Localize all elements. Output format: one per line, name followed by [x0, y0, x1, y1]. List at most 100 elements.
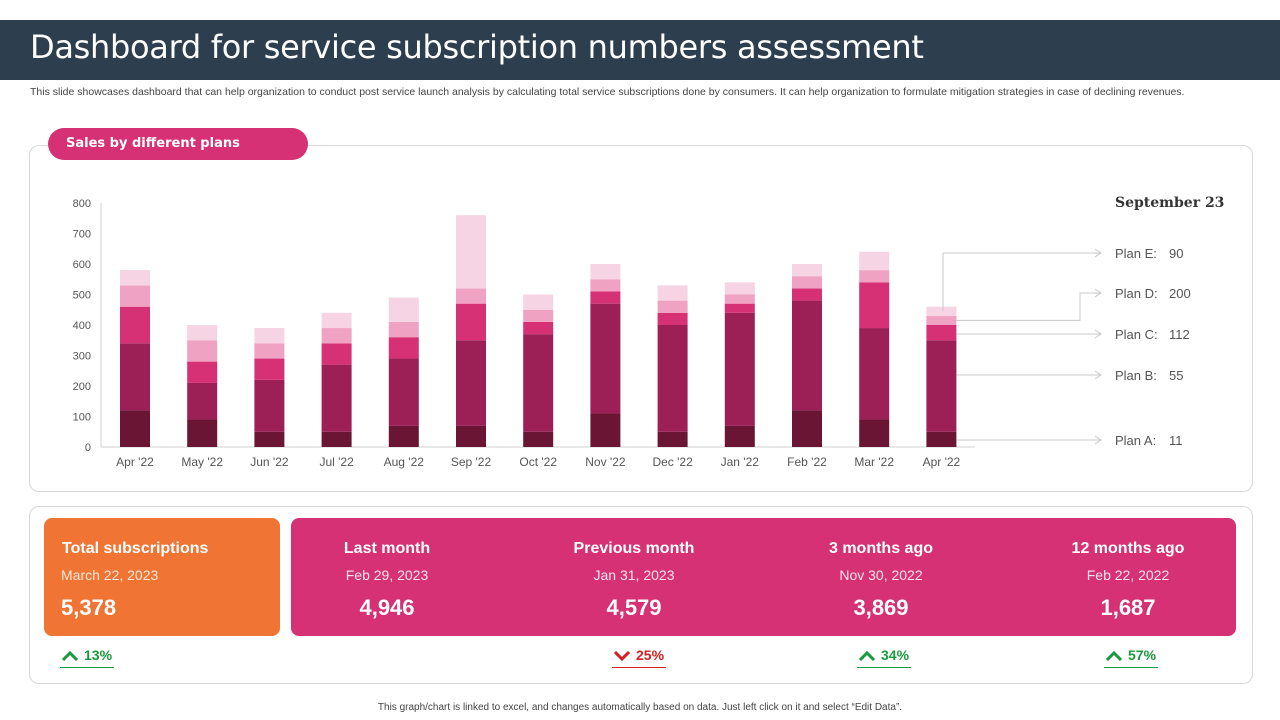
callout-value: 11: [1169, 433, 1183, 448]
y-tick-label: 600: [73, 259, 91, 271]
page-description: This slide showcases dashboard that can …: [30, 86, 1185, 98]
kpi-title: Total subscriptions: [62, 540, 209, 557]
x-tick-label: Oct '22: [519, 455, 557, 469]
bar-segment: [254, 358, 285, 380]
bar-segment: [388, 337, 419, 359]
bar-segment: [657, 325, 688, 432]
x-tick-label: Apr '22: [116, 455, 154, 469]
bar-segment: [254, 343, 285, 359]
bar-segment: [792, 300, 822, 411]
bar-segment: [321, 431, 352, 447]
y-tick-label: 500: [73, 290, 91, 302]
kpi-value: 4,579: [606, 595, 662, 620]
kpi-value: 5,378: [61, 595, 117, 620]
bar-segment: [590, 291, 621, 304]
callout-title: September 23: [1115, 195, 1224, 211]
title-bar: Dashboard for service subscription numbe…: [0, 20, 1280, 80]
bar-segment: [120, 410, 150, 447]
bar-segment: [590, 279, 621, 292]
bar-segment: [926, 315, 957, 325]
total-subscriptions-card: Total subscriptions March 22, 2023 5,378: [44, 518, 280, 636]
y-tick-label: 200: [73, 381, 91, 393]
bar-segment: [388, 321, 419, 338]
bar-segment: [792, 288, 822, 301]
chart-panel: [29, 145, 1253, 492]
bar-segment: [187, 325, 218, 341]
bar-segment: [859, 270, 890, 283]
arrow-head-icon: [1094, 370, 1102, 380]
bar-segment: [187, 382, 218, 420]
chevron-up-icon: [1105, 650, 1123, 662]
bar-segment: [523, 309, 554, 322]
3-months-change-indicator: 34%: [857, 646, 912, 668]
kpi-date: Jan 31, 2023: [593, 567, 675, 583]
bar-segment: [792, 410, 822, 447]
bar-segment: [523, 334, 554, 432]
bar-segment: [859, 328, 890, 420]
bar-segment: [859, 251, 890, 271]
previous-month-change-indicator: 25%: [612, 646, 667, 668]
callout-label: Plan A:: [1115, 433, 1156, 448]
arrow-head-icon: [1094, 248, 1102, 258]
bar-segment: [254, 328, 285, 344]
kpi-value: 4,946: [359, 595, 415, 620]
bar-segment: [859, 282, 890, 329]
bar-segment: [523, 294, 554, 310]
change-value: 25%: [636, 647, 665, 663]
x-tick-label: Mar '22: [854, 455, 894, 469]
bar-segment: [523, 431, 554, 447]
change-value: 13%: [84, 647, 113, 663]
stacked-bar-chart[interactable]: 0 100 200 300 400 500 600 700 800 Apr '22 May '22 J…: [0, 0, 1280, 500]
bar-segment: [926, 340, 957, 432]
callout-label: Plan C:: [1115, 327, 1158, 342]
kpi-date: March 22, 2023: [61, 567, 159, 583]
kpi-previous-month: Previous month Jan 31, 2023 4,579: [519, 518, 749, 636]
arrow-head-icon: [1094, 435, 1102, 445]
chevron-up-icon: [61, 650, 79, 662]
arrow-head-icon: [1094, 288, 1102, 298]
bar-segment: [254, 431, 285, 447]
kpi-last-month: Last month Feb 29, 2023 4,946: [272, 518, 502, 636]
bar-segment: [657, 285, 688, 301]
kpi-title: Last month: [343, 540, 431, 557]
y-tick-label: 100: [73, 412, 91, 424]
bar-segment: [120, 306, 150, 344]
x-tick-label: Dec '22: [652, 455, 693, 469]
bar-segment: [456, 303, 486, 341]
kpi-title: 12 months ago: [1071, 540, 1185, 557]
callout-value: 112: [1169, 327, 1190, 342]
bar-segment: [926, 306, 957, 316]
bar-segment: [523, 321, 554, 335]
bar-segment: [926, 431, 957, 447]
kpi-value: 3,869: [853, 595, 909, 620]
kpi-value: 1,687: [1100, 595, 1156, 620]
bar-segment: [590, 413, 621, 447]
bar-segment: [724, 312, 755, 426]
callout-label: Plan E:: [1115, 246, 1157, 261]
comparison-card: Last month Feb 29, 2023 4,946 Previous m…: [291, 518, 1236, 636]
callout-value: 55: [1169, 368, 1183, 383]
y-tick-label: 300: [73, 351, 91, 363]
x-tick-label: Jan '22: [721, 455, 760, 469]
bar-segment: [388, 297, 419, 322]
callout-leader-line: [956, 292, 1100, 321]
bar-segment: [388, 425, 419, 447]
arrow-head-icon: [1094, 329, 1102, 339]
chevron-down-icon: [613, 650, 631, 662]
kpi-title: 3 months ago: [828, 540, 933, 557]
chevron-up-icon: [858, 650, 876, 662]
kpi-12-months-ago: 12 months ago Feb 22, 2022 1,687: [1013, 518, 1243, 636]
footer-note: This graph/chart is linked to excel, and…: [377, 702, 903, 713]
y-tick-label: 0: [85, 442, 91, 454]
bar-segment: [187, 340, 218, 362]
kpi-date: Feb 22, 2022: [1086, 567, 1170, 583]
callout-label: Plan D:: [1115, 286, 1158, 301]
bar-segment: [657, 431, 688, 447]
x-tick-label: Sep '22: [451, 455, 492, 469]
bar-segment: [724, 303, 755, 313]
bar-segment: [120, 270, 150, 286]
x-tick-label: Jul '22: [319, 455, 354, 469]
bar-segment: [456, 288, 486, 304]
bar-segment: [187, 361, 218, 383]
bar-segment: [657, 312, 688, 325]
